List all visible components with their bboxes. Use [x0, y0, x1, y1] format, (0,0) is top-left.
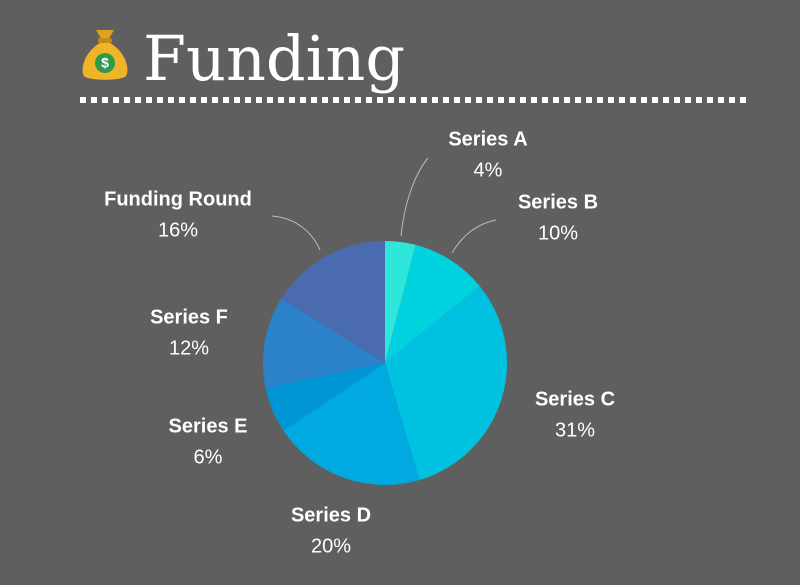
- slice-value-label: 31%: [555, 419, 595, 441]
- chart-title: Funding: [143, 22, 405, 95]
- money-bag-icon: $: [82, 30, 128, 80]
- pie-slice: [263, 298, 385, 388]
- slice-value-label: 4%: [474, 159, 503, 181]
- leader-line: [451, 219, 497, 254]
- pie-slice: [385, 286, 507, 481]
- slice-value-label: 6%: [194, 446, 223, 468]
- slice-name: Series B: [518, 191, 598, 213]
- slice-value-label: 20%: [311, 535, 351, 557]
- slice-name: Series E: [169, 415, 248, 437]
- slice-name: Series D: [291, 504, 371, 526]
- slice-value-label: 10%: [538, 222, 578, 244]
- pie-slice: [385, 244, 480, 363]
- leader-line: [400, 157, 429, 237]
- pie-slice: [283, 363, 420, 485]
- leader-line: [271, 215, 321, 251]
- leader-lines: [271, 157, 497, 254]
- pie-slice: [281, 241, 385, 363]
- slice-name: Funding Round: [104, 188, 252, 210]
- pie-slice: [385, 241, 416, 363]
- svg-text:$: $: [101, 55, 109, 71]
- pie-slice: [265, 363, 385, 431]
- pie: [263, 241, 507, 485]
- slice-value-label: 12%: [169, 337, 209, 359]
- labels: Series A 4% Series B 10% Series C 31% Series D…: [104, 128, 615, 557]
- slice-value-label: 16%: [158, 219, 198, 241]
- slice-name: Series C: [535, 388, 615, 410]
- slice-name: Series F: [150, 306, 228, 328]
- slice-name: Series A: [448, 128, 527, 150]
